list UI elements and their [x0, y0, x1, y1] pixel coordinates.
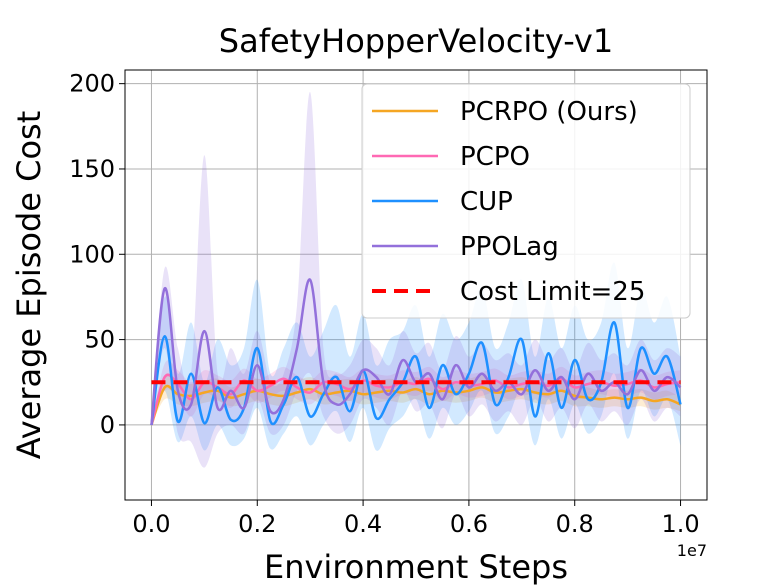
x-tick-label: 0.2 — [238, 510, 276, 538]
axes-frame — [124, 69, 708, 501]
x-axis-label: Environment Steps — [264, 548, 568, 586]
y-axis-label: Average Episode Cost — [10, 111, 48, 460]
legend-box — [361, 83, 691, 319]
series-line-ppolag — [150, 278, 682, 426]
legend: PCRPO (Ours) PCPO CUP PPOLag Cost Limit=25 — [361, 83, 691, 319]
x-tick-label: 0.6 — [450, 510, 488, 538]
y-tick-label: 150 — [69, 155, 115, 183]
legend-label-pcrpo-ours: PCRPO (Ours) — [460, 97, 638, 127]
band-ppolag — [151, 91, 681, 468]
legend-label-pcpo: PCPO — [460, 142, 530, 172]
series-line-cup — [150, 321, 682, 426]
y-tick-label: 0 — [100, 411, 115, 439]
legend-label-ppolag: PPOLag — [460, 232, 559, 262]
x-tick-label: 0.8 — [556, 510, 594, 538]
band-pcpo — [151, 360, 681, 425]
chart-title: SafetyHopperVelocity-v1 — [219, 22, 613, 60]
x-tick-label: 1.0 — [661, 510, 699, 538]
x-tick-label: 0.4 — [344, 510, 382, 538]
series-line-pcrpo-ours — [150, 384, 681, 426]
series-lines — [150, 278, 682, 426]
y-tick-label: 50 — [84, 326, 115, 354]
x-tick-label: 0.0 — [132, 510, 170, 538]
legend-label-cup: CUP — [460, 187, 513, 217]
axis-ticks: 0.0 0.2 0.4 0.6 0.8 1.0 0 50 100 150 200 — [69, 70, 699, 538]
x-offset-label: 1e7 — [677, 541, 707, 560]
legend-label-cost-limit-25: Cost Limit=25 — [460, 277, 645, 307]
y-tick-label: 200 — [69, 70, 115, 98]
y-tick-label: 100 — [69, 240, 115, 268]
